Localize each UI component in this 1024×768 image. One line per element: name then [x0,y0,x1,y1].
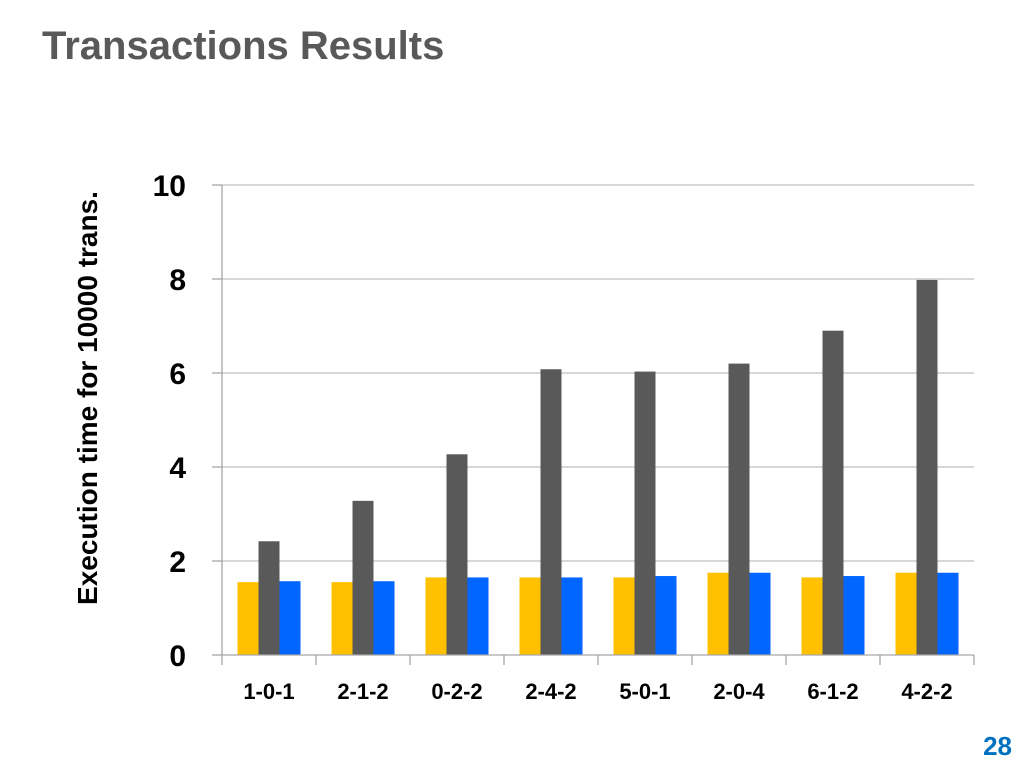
y-tick-label: 6 [169,358,186,391]
bar-series2-4-2-2 [916,279,938,655]
bar-series3-2-1-2 [373,581,395,655]
bar-series2-2-0-4 [728,363,750,655]
x-tick-label: 2-1-2 [337,679,388,704]
y-tick-label: 8 [169,264,186,297]
x-tick-label: 1-0-1 [243,679,294,704]
y-tick-label: 0 [169,640,186,673]
y-tick-label: 2 [169,546,186,579]
tick-labels: 0 2 4 6 8 10 1-0-1 2-1-2 0-2-2 2-4-2 5-0-1 2-0-4 6-1… [153,170,953,704]
gridlines [222,184,974,562]
bar-series3-5-0-1 [655,576,677,655]
bar-series1-1-0-1 [237,582,259,655]
axes [212,184,975,665]
bar-series2-5-0-1 [634,371,656,655]
bar-series2-0-2-2 [446,454,468,655]
x-tick-label: 5-0-1 [619,679,670,704]
bar-series3-4-2-2 [937,572,959,655]
bar-series3-1-0-1 [279,581,301,655]
bar-series1-2-1-2 [331,582,353,655]
bar-series2-2-4-2 [540,369,562,655]
x-tick-label: 2-4-2 [525,679,576,704]
bar-series1-5-0-1 [613,577,635,655]
bar-series2-1-0-1 [258,541,280,655]
bar-series3-2-4-2 [561,577,583,655]
bar-series3-6-1-2 [843,576,865,655]
bar-series3-0-2-2 [467,577,489,655]
bar-series1-6-1-2 [801,577,823,655]
bars [237,279,959,655]
bar-series1-4-2-2 [895,572,917,655]
slide-title: Transactions Results [42,24,445,68]
bar-series2-2-1-2 [352,500,374,655]
x-tick-label: 0-2-2 [431,679,482,704]
x-tick-label: 6-1-2 [807,679,858,704]
bar-series1-2-0-4 [707,572,729,655]
y-tick-label: 4 [169,452,186,485]
bar-series3-2-0-4 [749,572,771,655]
y-tick-label: 10 [153,170,186,203]
bar-series1-0-2-2 [425,577,447,655]
bar-series1-2-4-2 [519,577,541,655]
bar-series2-6-1-2 [822,330,844,655]
page-number: 28 [983,731,1012,761]
x-tick-label: 2-0-4 [713,679,765,704]
x-tick-label: 4-2-2 [901,679,952,704]
